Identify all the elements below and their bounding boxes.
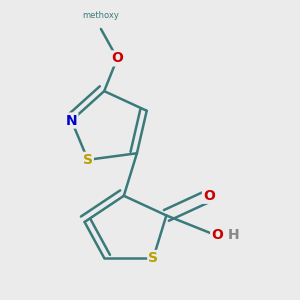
Text: N: N: [66, 114, 77, 128]
Text: O: O: [203, 189, 215, 203]
Text: O: O: [211, 228, 223, 242]
Text: S: S: [83, 153, 93, 167]
Text: H: H: [228, 228, 239, 242]
Text: S: S: [148, 251, 158, 265]
Text: methoxy: methoxy: [82, 11, 119, 20]
Text: O: O: [111, 51, 123, 65]
